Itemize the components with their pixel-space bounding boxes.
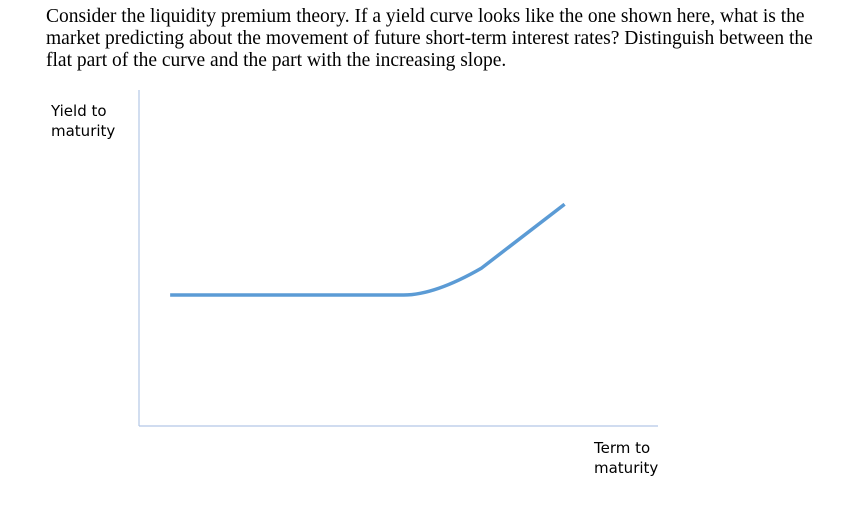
y-axis-label: Yield to maturity [51, 102, 116, 140]
question-text: Consider the liquidity premium theory. I… [46, 6, 813, 71]
yield-curve-line [170, 202, 566, 297]
x-axis-label: Term to maturity [594, 439, 659, 477]
